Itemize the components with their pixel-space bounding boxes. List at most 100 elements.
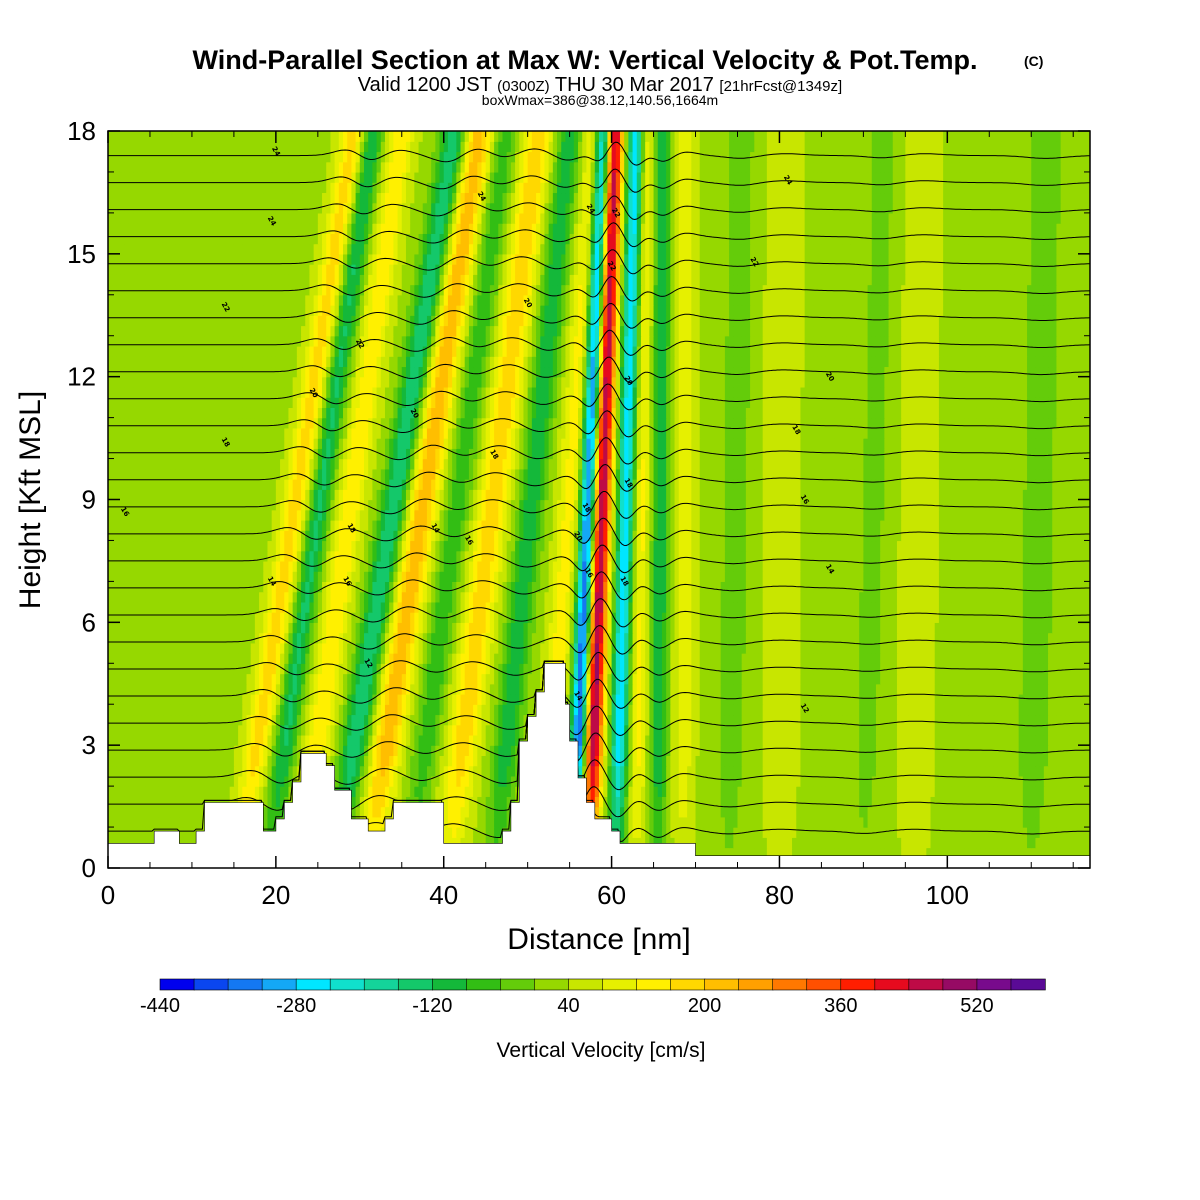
- heatmap-cell: [338, 642, 344, 654]
- heatmap-cell: [708, 786, 713, 797]
- heatmap-cell: [901, 734, 906, 746]
- heatmap-cell: [233, 796, 239, 808]
- heatmap-cell: [108, 827, 113, 838]
- heatmap-cell: [1064, 704, 1070, 716]
- heatmap-cell: [128, 775, 134, 787]
- heatmap-cell: [926, 745, 932, 757]
- heatmap-cell: [456, 745, 462, 757]
- heatmap-cell: [233, 683, 239, 695]
- heatmap-cell: [145, 653, 151, 664]
- heatmap-cell: [380, 724, 386, 736]
- heatmap-cell: [1022, 724, 1028, 736]
- heatmap-cell: [120, 827, 126, 838]
- heatmap-cell: [867, 765, 873, 777]
- heatmap-cell: [905, 827, 911, 838]
- heatmap-cell: [1052, 765, 1058, 777]
- heatmap-cell: [275, 755, 281, 767]
- heatmap-cell: [229, 745, 235, 757]
- heatmap-cell: [854, 745, 860, 757]
- heatmap-cell: [1035, 714, 1041, 726]
- heatmap-cell: [955, 806, 961, 818]
- heatmap-cell: [1060, 847, 1066, 859]
- heatmap-cell: [410, 765, 415, 777]
- heatmap-cell: [968, 714, 974, 726]
- heatmap-cell: [892, 837, 898, 849]
- heatmap-cell: [426, 704, 432, 716]
- heatmap-cell: [284, 663, 290, 675]
- heatmap-cell: [771, 847, 776, 859]
- heatmap-cell: [452, 673, 457, 685]
- heatmap-cell: [666, 827, 671, 838]
- heatmap-cell: [657, 755, 663, 767]
- heatmap-cell: [905, 704, 911, 716]
- heatmap-cell: [254, 663, 260, 675]
- heatmap-cell: [179, 755, 185, 767]
- heatmap-cell: [141, 653, 147, 664]
- heatmap-cell: [372, 796, 378, 808]
- heatmap-cell: [829, 806, 835, 818]
- heatmap-cell: [871, 663, 877, 675]
- heatmap-cell: [1035, 816, 1041, 828]
- heatmap-cell: [750, 663, 755, 675]
- heatmap-cell: [909, 663, 915, 675]
- heatmap-cell: [481, 683, 487, 695]
- heatmap-cell: [431, 704, 436, 716]
- heatmap-cell: [301, 745, 306, 757]
- heatmap-cell: [724, 683, 730, 695]
- heatmap-cell: [389, 714, 394, 726]
- heatmap-cell: [733, 714, 739, 726]
- heatmap-cell: [1069, 847, 1074, 859]
- heatmap-cell: [792, 816, 797, 828]
- heatmap-cell: [431, 734, 436, 746]
- heatmap-cell: [1056, 786, 1062, 797]
- heatmap-cell: [985, 847, 990, 859]
- heatmap-cell: [745, 755, 751, 767]
- heatmap-cell: [628, 816, 634, 828]
- heatmap-cell: [578, 663, 583, 675]
- heatmap-cell: [397, 683, 403, 695]
- heatmap-cell: [502, 724, 508, 736]
- heatmap-cell: [1014, 653, 1020, 664]
- heatmap-cell: [489, 827, 495, 838]
- heatmap-cell: [158, 693, 164, 705]
- heatmap-cell: [1006, 734, 1011, 746]
- heatmap-cell: [838, 765, 844, 777]
- heatmap-cell: [808, 724, 814, 736]
- heatmap-cell: [435, 765, 441, 777]
- heatmap-cell: [170, 816, 176, 828]
- heatmap-cell: [233, 786, 239, 797]
- heatmap-cell: [1085, 837, 1090, 849]
- heatmap-cell: [913, 806, 919, 818]
- heatmap-cell: [1081, 786, 1087, 797]
- heatmap-cell: [1077, 673, 1083, 685]
- heatmap-cell: [179, 734, 185, 746]
- heatmap-cell: [993, 786, 999, 797]
- heatmap-cell: [737, 816, 743, 828]
- heatmap-cell: [485, 786, 491, 797]
- heatmap-cell: [813, 816, 818, 828]
- heatmap-cell: [599, 775, 604, 787]
- heatmap-cell: [116, 816, 122, 828]
- heatmap-cell: [1039, 796, 1045, 808]
- heatmap-cell: [212, 693, 218, 705]
- heatmap-cell: [296, 653, 302, 664]
- heatmap-cell: [930, 714, 936, 726]
- heatmap-cell: [1022, 755, 1028, 767]
- heatmap-cell: [1064, 847, 1070, 859]
- heatmap-cell: [175, 786, 180, 797]
- heatmap-cell: [414, 663, 420, 675]
- heatmap-cell: [947, 827, 953, 838]
- heatmap-cell: [1035, 693, 1041, 705]
- heatmap-cell: [603, 714, 608, 726]
- heatmap-cell: [854, 816, 860, 828]
- heatmap-cell: [913, 816, 919, 828]
- heatmap-cell: [901, 714, 906, 726]
- heatmap-cell: [800, 837, 806, 849]
- heatmap-cell: [212, 745, 218, 757]
- heatmap-cell: [330, 642, 336, 654]
- heatmap-cell: [149, 755, 155, 767]
- heatmap-cell: [708, 683, 713, 695]
- heatmap-cell: [758, 806, 764, 818]
- heatmap-cell: [661, 714, 667, 726]
- heatmap-cell: [750, 847, 755, 859]
